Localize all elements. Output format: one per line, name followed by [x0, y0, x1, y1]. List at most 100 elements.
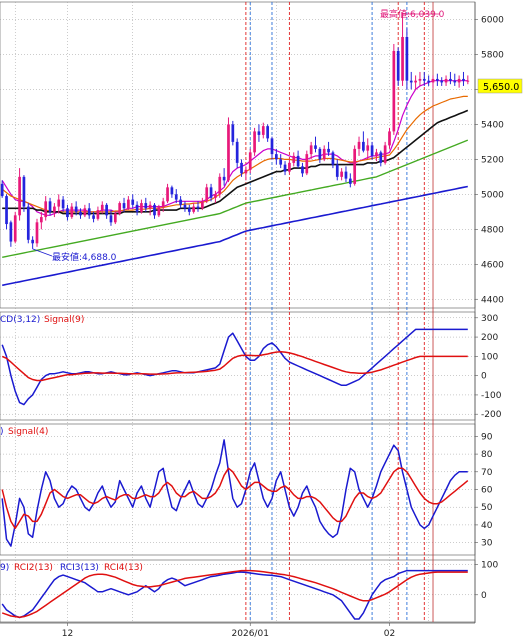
candle-body-30 [131, 199, 135, 205]
candle-body-50 [218, 176, 222, 195]
osc-label-main: ) [0, 427, 4, 437]
candle-body-3 [13, 215, 17, 242]
candle-body-86 [375, 152, 378, 156]
candle-body-56 [244, 169, 248, 174]
candle-body-84 [366, 145, 370, 151]
candle-body-18 [79, 211, 82, 216]
candle-body-101 [440, 80, 444, 83]
candle-body-42 [183, 204, 187, 209]
candle-body-43 [187, 208, 191, 212]
candle-body-81 [353, 148, 357, 184]
candle-body-107 [466, 80, 470, 82]
candle-body-28 [122, 203, 126, 209]
candle-body-8 [35, 222, 39, 244]
candle-body-26 [113, 213, 117, 223]
candle-body-2 [9, 222, 13, 242]
candle-body-34 [148, 204, 152, 209]
y-tick-label-2-40: 40 [481, 521, 493, 531]
candle-body-39 [170, 187, 174, 195]
candle-body-48 [209, 187, 213, 198]
candle-body-4 [18, 176, 21, 216]
candle-body-71 [309, 145, 313, 155]
candle-body-64 [279, 159, 283, 165]
y-tick-label-0-4600: 4600 [481, 260, 504, 270]
candle-body-98 [427, 80, 431, 83]
price-ma-line-1 [1, 95, 468, 213]
y-tick-label-0-4400: 4400 [481, 295, 504, 305]
candle-body-83 [362, 141, 365, 151]
macd-label-signal: Signal(9) [44, 315, 84, 325]
y-tick-label-2-70: 70 [481, 468, 493, 478]
y-tick-label-1-0: 0 [481, 372, 487, 382]
candle-body-5 [22, 176, 26, 207]
candle-body-67 [292, 155, 296, 163]
price-high-annotation: 最高値:6,039.0 [380, 8, 445, 20]
candle-body-33 [144, 203, 148, 209]
candle-body-65 [283, 164, 287, 172]
candle-body-9 [39, 217, 43, 223]
candle-body-0 [0, 183, 4, 197]
price-ma-line-0 [1, 80, 468, 216]
candle-body-51 [222, 176, 226, 181]
rci-label-3: RCI3(13) [60, 563, 99, 573]
candle-body-38 [166, 187, 169, 202]
price-ma-line-3 [2, 139, 469, 258]
candle-body-89 [388, 131, 391, 146]
candle-body-19 [83, 208, 87, 216]
candle-body-82 [357, 141, 361, 149]
candle-body-29 [127, 199, 130, 209]
candle-body-14 [61, 199, 65, 209]
candle-body-35 [153, 204, 156, 216]
indicator-line-1-1 [1, 350, 468, 382]
candle-body-58 [253, 131, 256, 153]
candle-body-32 [140, 203, 143, 212]
candle-body-1 [5, 196, 8, 225]
candle-body-25 [109, 215, 113, 223]
candle-body-99 [431, 78, 435, 83]
candle-body-78 [340, 171, 343, 177]
y-tick-label-2-60: 60 [481, 486, 493, 496]
candle-body-27 [118, 203, 122, 214]
candle-body-13 [57, 199, 61, 207]
candle-body-72 [314, 145, 317, 149]
candle-body-54 [235, 141, 239, 163]
candle-body-79 [344, 171, 348, 179]
candle-body-87 [379, 152, 383, 163]
candle-body-74 [322, 148, 326, 160]
y-tick-label-1-100: 100 [481, 352, 498, 362]
y-tick-label-1-300: 300 [481, 314, 498, 324]
candle-body-7 [31, 239, 34, 244]
y-tick-label-0-5000: 5000 [481, 190, 504, 200]
candle-body-105 [457, 78, 461, 83]
indicator-line-3-1 [1, 569, 468, 618]
candle-body-88 [383, 145, 387, 163]
y-tick-label-2-50: 50 [481, 503, 493, 513]
rci-label-1: 9) [0, 563, 9, 573]
candle-body-41 [179, 199, 182, 205]
y-tick-label-3-0: 0 [481, 591, 487, 601]
y-tick-label-0-5200: 5200 [481, 155, 504, 165]
y-tick-label-2-30: 30 [481, 539, 493, 549]
candle-body-22 [96, 210, 100, 219]
candle-body-40 [174, 194, 178, 200]
price-ma-line-4 [2, 185, 468, 287]
candle-body-11 [48, 201, 52, 212]
candle-body-16 [70, 206, 74, 218]
y-tick-label-1--200: -200 [481, 410, 502, 420]
candle-body-12 [53, 206, 56, 212]
candle-body-92 [401, 36, 404, 81]
y-tick-label-1-200: 200 [481, 333, 498, 343]
candle-body-53 [231, 124, 235, 142]
indicator-line-2-0 [1, 439, 468, 547]
candle-body-62 [270, 138, 274, 155]
y-tick-label-0-5800: 5800 [481, 50, 504, 60]
candle-body-90 [392, 50, 396, 132]
y-tick-label-2-80: 80 [481, 450, 493, 460]
candle-body-31 [135, 204, 139, 212]
candle-body-52 [227, 124, 230, 181]
osc-label-signal: Signal(4) [8, 427, 48, 437]
candle-body-45 [196, 206, 200, 209]
candle-body-24 [105, 204, 108, 216]
